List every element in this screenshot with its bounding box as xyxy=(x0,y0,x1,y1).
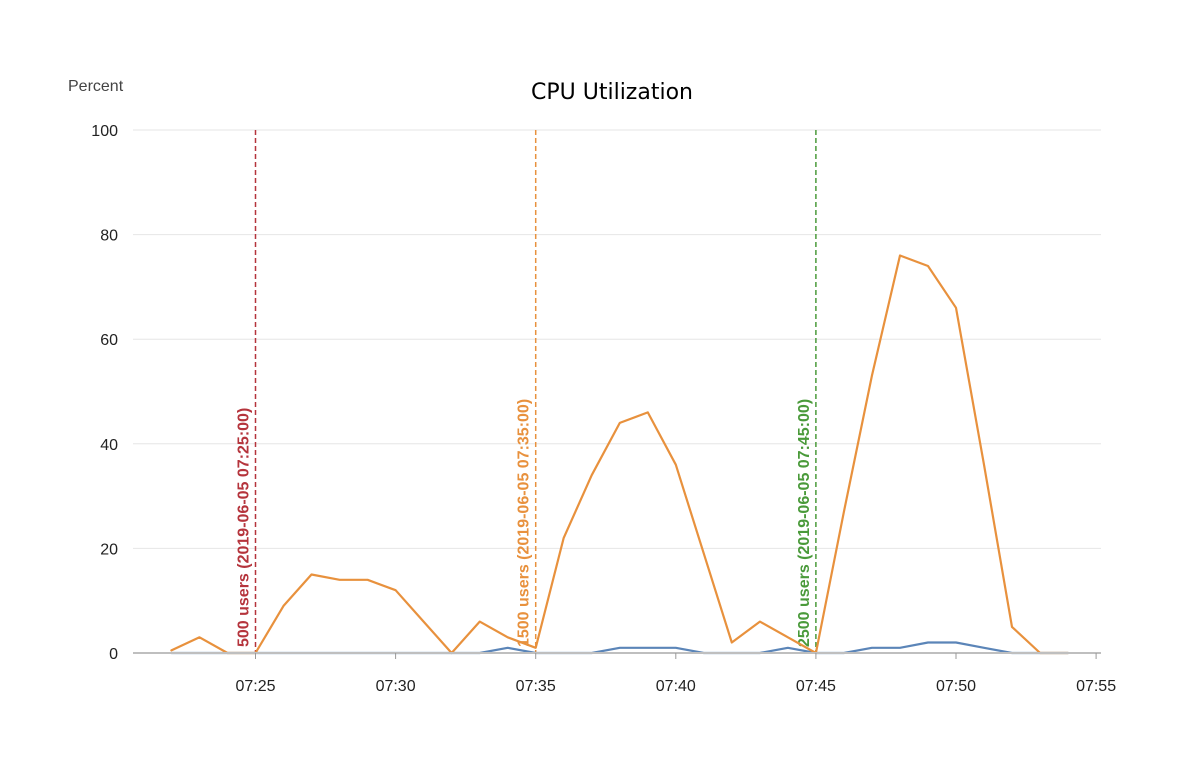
y-tick-label: 80 xyxy=(100,228,118,245)
y-tick-label: 60 xyxy=(100,332,118,349)
grid-layer xyxy=(133,129,1101,549)
chart-title: CPU Utilization xyxy=(531,80,693,105)
annotation-layer: 500 users (2019-06-05 07:25:00) 1500 user… xyxy=(236,130,817,653)
annotation-label: 1500 users (2019-06-05 07:35:00) xyxy=(516,399,533,647)
x-tick-label: 07:55 xyxy=(1076,678,1116,695)
axis-layer: 0 20 40 60 80 100 07:25 07:30 07:35 07:40 07:45 07:… xyxy=(91,123,1116,695)
x-tick-label: 07:45 xyxy=(796,678,836,695)
series-line xyxy=(170,641,1070,655)
y-tick-label: 0 xyxy=(109,646,118,663)
x-tick-label: 07:35 xyxy=(516,678,556,695)
x-tick-label: 07:30 xyxy=(376,678,416,695)
y-axis-unit-label: Percent xyxy=(68,78,124,95)
y-tick-label: 20 xyxy=(100,541,118,558)
x-tick-label: 07:25 xyxy=(235,678,275,695)
x-tick-label: 07:40 xyxy=(656,678,696,695)
series-layer xyxy=(170,254,1070,655)
y-tick-label: 100 xyxy=(91,123,118,140)
y-tick-label: 40 xyxy=(100,437,118,454)
series-line xyxy=(170,254,1070,655)
x-tick-label: 07:50 xyxy=(936,678,976,695)
annotation-label: 2500 users (2019-06-05 07:45:00) xyxy=(796,399,813,647)
annotation-label: 500 users (2019-06-05 07:25:00) xyxy=(236,408,253,647)
